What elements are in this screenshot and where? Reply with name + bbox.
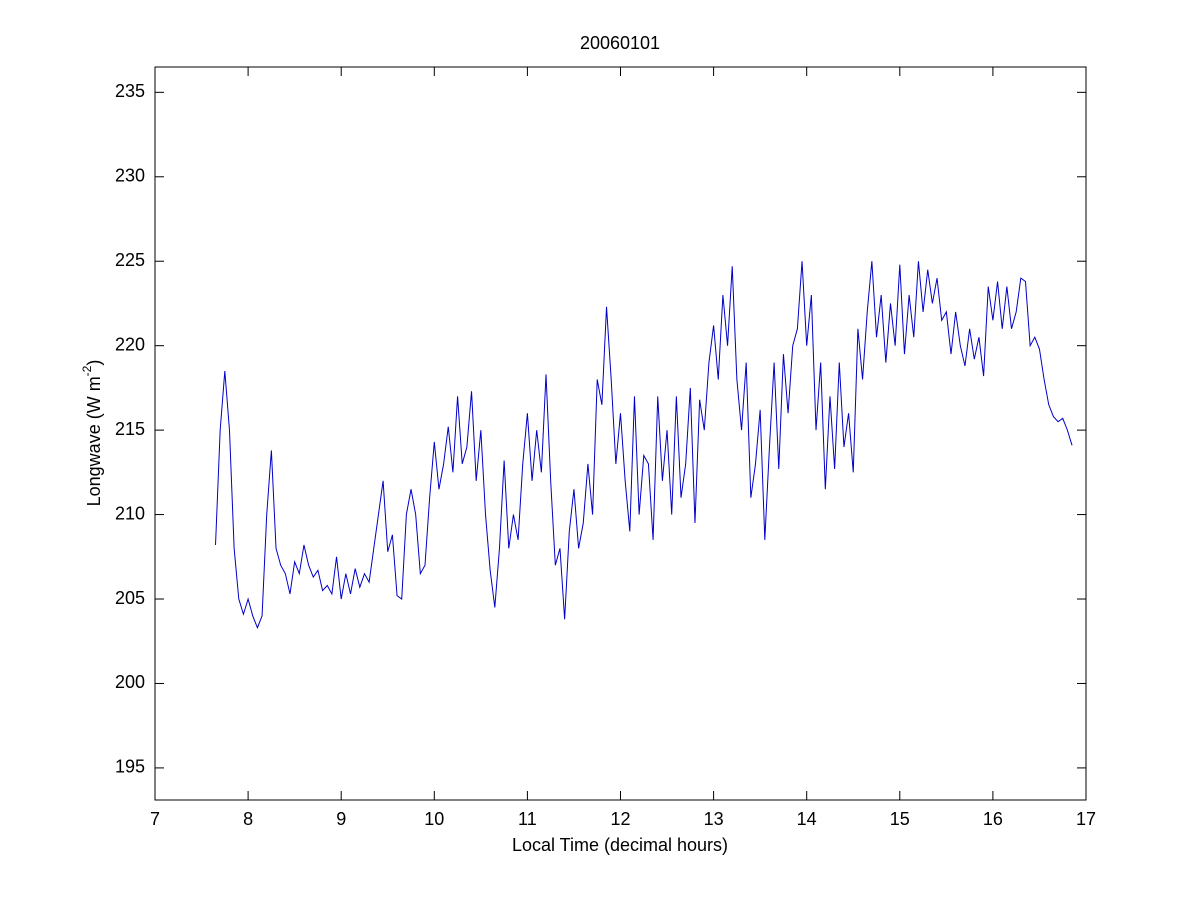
x-tick-label: 11 — [518, 809, 537, 829]
y-tick-label: 235 — [115, 81, 145, 101]
y-tick-label: 210 — [115, 503, 145, 523]
y-tick-label: 195 — [115, 757, 145, 777]
y-axis-label: Longwave (W m-2) — [80, 360, 104, 507]
x-tick-label: 7 — [150, 809, 160, 829]
x-tick-label: 12 — [610, 809, 630, 829]
y-tick-label: 200 — [115, 672, 145, 692]
data-line — [215, 261, 1073, 630]
x-axis-label: Local Time (decimal hours) — [512, 835, 728, 855]
x-tick-label: 13 — [704, 809, 724, 829]
y-tick-label: 215 — [115, 419, 145, 439]
y-tick-label: 225 — [115, 250, 145, 270]
x-tick-label: 14 — [797, 809, 817, 829]
plot-frame — [154, 66, 1087, 801]
x-tick-label: 15 — [890, 809, 910, 829]
y-tick-label: 230 — [115, 166, 145, 186]
y-label-sup: -2 — [80, 365, 94, 376]
y-label-end: ) — [84, 360, 104, 366]
x-tick-label: 8 — [243, 809, 253, 829]
y-label-main: Longwave (W m — [84, 376, 104, 506]
y-tick-label: 205 — [115, 588, 145, 608]
chart-title: 20060101 — [580, 33, 660, 53]
x-tick-label: 9 — [336, 809, 346, 829]
x-tick-label: 16 — [983, 809, 1003, 829]
y-tick-label: 220 — [115, 334, 145, 354]
x-tick-label: 10 — [424, 809, 444, 829]
x-tick-label: 17 — [1076, 809, 1096, 829]
